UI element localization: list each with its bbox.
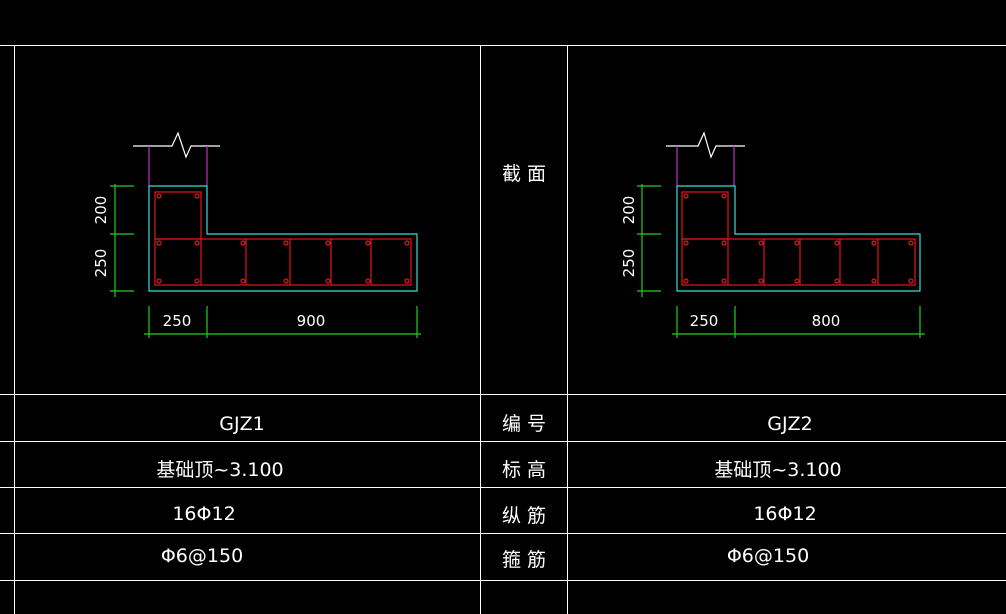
- label-stirrup: 箍 筋: [502, 549, 546, 571]
- section-outline: [148, 185, 418, 292]
- rebar-dots: [156, 193, 410, 284]
- dim-top-height: 200: [620, 196, 638, 225]
- dim-bottom-height: 250: [92, 249, 110, 278]
- section-outline: [676, 185, 921, 292]
- section-drawing-gjz1: 200 250 250 900: [92, 131, 421, 338]
- break-line: [666, 131, 745, 159]
- gjz2-stirrup: Φ6@150: [727, 545, 809, 567]
- dimension-lines: [637, 184, 925, 338]
- section-drawing-gjz2: 200 250 250 800: [620, 131, 925, 338]
- break-line: [133, 131, 220, 159]
- label-section: 截 面: [502, 163, 546, 185]
- dim-bottom-height: 250: [620, 249, 638, 278]
- gjz1-stirrup: Φ6@150: [161, 545, 243, 567]
- stirrup: [681, 191, 729, 240]
- stirrup: [681, 238, 916, 286]
- label-elevation: 标 高: [502, 459, 546, 481]
- dim-column-width: 250: [690, 312, 719, 330]
- stirrup: [154, 238, 412, 286]
- dimension-lines: [110, 184, 421, 338]
- dim-column-width: 250: [163, 312, 192, 330]
- label-longitudinal-rebar: 纵 筋: [502, 505, 546, 527]
- rebar-dots: [683, 193, 914, 284]
- gjz2-id: GJZ2: [767, 413, 812, 435]
- table-grid: [0, 45, 1006, 614]
- gjz2-longitudinal-rebar: 16Φ12: [753, 503, 816, 525]
- gjz1-id: GJZ1: [219, 413, 264, 435]
- gjz1-longitudinal-rebar: 16Φ12: [172, 503, 235, 525]
- dim-flange-length: 900: [297, 312, 326, 330]
- dim-flange-length: 800: [812, 312, 841, 330]
- gjz2-elevation: 基础顶~3.100: [714, 459, 841, 481]
- stirrup: [154, 191, 202, 240]
- gjz1-elevation: 基础顶~3.100: [156, 459, 283, 481]
- dim-top-height: 200: [92, 196, 110, 225]
- label-id: 编 号: [502, 413, 546, 435]
